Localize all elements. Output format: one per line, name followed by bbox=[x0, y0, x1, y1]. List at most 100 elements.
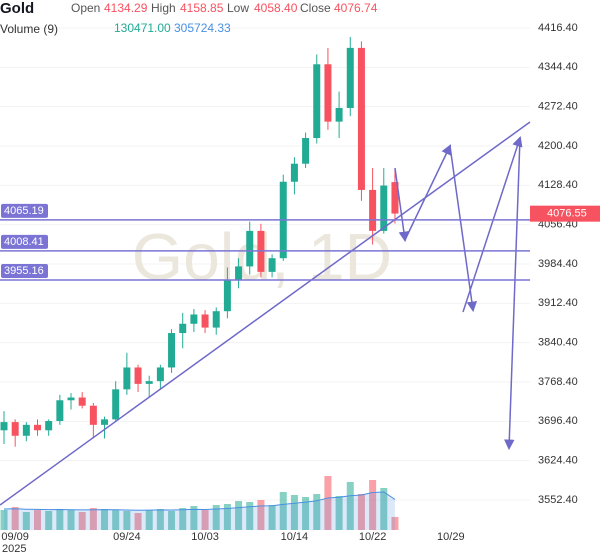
symbol: Gold bbox=[0, 0, 34, 17]
candle-body bbox=[45, 421, 53, 431]
candle-body bbox=[56, 400, 64, 422]
volume-bar bbox=[168, 511, 176, 530]
volume-bar bbox=[257, 500, 265, 530]
volume-bar bbox=[22, 512, 30, 530]
volume-bar bbox=[179, 508, 187, 530]
y-tick-label: 4344.40 bbox=[538, 61, 578, 73]
current-price-label: 4076.55 bbox=[547, 208, 587, 220]
close-value: 4076.74 bbox=[334, 1, 378, 15]
volume-bar bbox=[67, 510, 75, 530]
volume-bar bbox=[212, 505, 220, 530]
candle-body bbox=[268, 258, 276, 272]
volume-bar bbox=[89, 508, 97, 530]
volume-bar bbox=[324, 476, 332, 530]
candle-body bbox=[290, 163, 298, 182]
candle-body bbox=[212, 311, 220, 328]
price-line-tag bbox=[1, 263, 48, 278]
volume-bar bbox=[357, 494, 365, 530]
candle-body bbox=[22, 424, 30, 436]
arrow bbox=[504, 137, 521, 451]
volume-bar bbox=[201, 510, 209, 530]
x-tick-label: 10/14 bbox=[281, 531, 309, 543]
y-tick-label: 3552.40 bbox=[538, 494, 578, 506]
candle-body bbox=[357, 47, 365, 190]
volume-bar bbox=[78, 512, 86, 530]
y-tick-label: 3984.40 bbox=[538, 258, 578, 270]
volume-value: 130471.00 bbox=[114, 21, 171, 35]
current-price-tag bbox=[530, 205, 600, 222]
y-tick-label: 3768.40 bbox=[538, 376, 578, 388]
volume-bar bbox=[246, 502, 254, 530]
volume-bar bbox=[190, 506, 198, 530]
arrow bbox=[449, 145, 478, 313]
volume-bar bbox=[302, 497, 310, 530]
y-tick-label: 4128.40 bbox=[538, 179, 578, 191]
candle-body bbox=[134, 367, 142, 384]
volume-bar bbox=[346, 482, 354, 530]
volume-bar bbox=[335, 496, 343, 530]
arrow bbox=[462, 136, 523, 313]
candle-body bbox=[34, 424, 42, 431]
candle-body bbox=[369, 189, 377, 231]
year-label: 2025 bbox=[2, 543, 26, 555]
price-line-label: 4065.19 bbox=[4, 205, 44, 217]
y-tick-label: 4272.40 bbox=[538, 101, 578, 113]
volume-bar bbox=[290, 495, 298, 530]
price-line-label: 3955.16 bbox=[4, 265, 44, 277]
candle-body bbox=[145, 381, 153, 384]
y-tick-label: 4200.40 bbox=[538, 140, 578, 152]
candle-body bbox=[190, 314, 198, 324]
volume-ma-area bbox=[4, 492, 395, 530]
volume-ma-value: 305724.33 bbox=[174, 21, 231, 35]
candle-body bbox=[89, 405, 97, 425]
y-tick-label: 3840.40 bbox=[538, 337, 578, 349]
volume-bar bbox=[268, 505, 276, 530]
volume-label: Volume (9) bbox=[0, 22, 58, 36]
volume-bar bbox=[369, 480, 377, 530]
candle-body bbox=[201, 314, 209, 328]
volume-bar bbox=[145, 510, 153, 530]
price-line-tag bbox=[1, 234, 48, 249]
candle-body bbox=[112, 389, 120, 420]
volume-bar bbox=[380, 488, 388, 530]
candle-body bbox=[101, 419, 109, 425]
arrow bbox=[394, 167, 410, 243]
candle-body bbox=[179, 323, 187, 334]
volume-bar bbox=[11, 507, 19, 530]
open-value: 4134.29 bbox=[104, 1, 148, 15]
high-label: High bbox=[151, 1, 176, 15]
trend-line bbox=[0, 121, 531, 506]
y-tick-label: 4416.40 bbox=[538, 22, 578, 34]
volume-bar bbox=[101, 509, 109, 530]
candle-body bbox=[313, 64, 321, 139]
low-value: 4058.40 bbox=[254, 1, 298, 15]
x-tick-label: 10/22 bbox=[359, 531, 387, 543]
volume-ma-line bbox=[3, 491, 396, 511]
volume-bar bbox=[45, 511, 53, 530]
candle-body bbox=[223, 280, 231, 312]
x-tick-label: 10/29 bbox=[437, 531, 465, 543]
volume-bar bbox=[235, 501, 243, 530]
volume-bar bbox=[0, 510, 8, 530]
y-tick-label: 3624.40 bbox=[538, 455, 578, 467]
volume-bar bbox=[123, 511, 131, 530]
candle-body bbox=[324, 64, 332, 122]
price-line-tag bbox=[1, 203, 48, 218]
candle-body bbox=[246, 230, 254, 267]
candle-body bbox=[235, 266, 243, 281]
candle-body bbox=[168, 333, 176, 368]
y-tick-label: 3696.40 bbox=[538, 415, 578, 427]
candle-body bbox=[78, 397, 86, 406]
volume-bar bbox=[223, 504, 231, 530]
candle-body bbox=[0, 422, 8, 431]
candle-body bbox=[156, 367, 164, 382]
candle-body bbox=[346, 47, 354, 108]
volume-bar bbox=[34, 510, 42, 530]
volume-bar bbox=[112, 510, 120, 530]
projection-arrows bbox=[394, 136, 523, 451]
candle-body bbox=[302, 138, 310, 164]
x-tick-label: 09/24 bbox=[113, 531, 141, 543]
y-tick-label: 3912.40 bbox=[538, 297, 578, 309]
candle-body bbox=[11, 422, 19, 436]
